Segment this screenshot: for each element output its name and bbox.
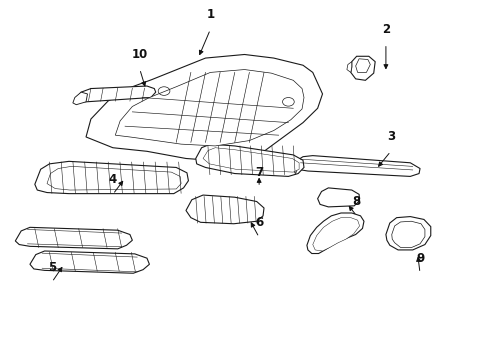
Text: 7: 7 [255, 166, 263, 179]
Polygon shape [292, 163, 297, 174]
Polygon shape [30, 251, 149, 273]
Polygon shape [306, 213, 363, 253]
Text: 5: 5 [48, 261, 56, 274]
Polygon shape [73, 92, 87, 105]
Polygon shape [312, 218, 359, 251]
Polygon shape [385, 217, 430, 250]
Text: 10: 10 [131, 48, 147, 61]
Polygon shape [76, 86, 156, 102]
Polygon shape [293, 156, 419, 176]
Text: 6: 6 [254, 216, 263, 229]
Text: 3: 3 [386, 130, 394, 143]
Polygon shape [35, 161, 188, 194]
Polygon shape [185, 195, 264, 224]
Polygon shape [115, 69, 304, 146]
Polygon shape [346, 62, 351, 72]
Text: 1: 1 [206, 9, 214, 22]
Text: 9: 9 [415, 252, 423, 265]
Polygon shape [350, 56, 374, 80]
Polygon shape [317, 188, 359, 207]
Polygon shape [195, 144, 304, 176]
Polygon shape [86, 54, 322, 162]
Text: 4: 4 [108, 174, 117, 186]
Polygon shape [47, 166, 181, 190]
Polygon shape [355, 59, 369, 72]
Text: 8: 8 [352, 195, 360, 208]
Polygon shape [203, 148, 299, 172]
Text: 2: 2 [381, 23, 389, 36]
Polygon shape [15, 227, 132, 249]
Polygon shape [391, 221, 424, 247]
